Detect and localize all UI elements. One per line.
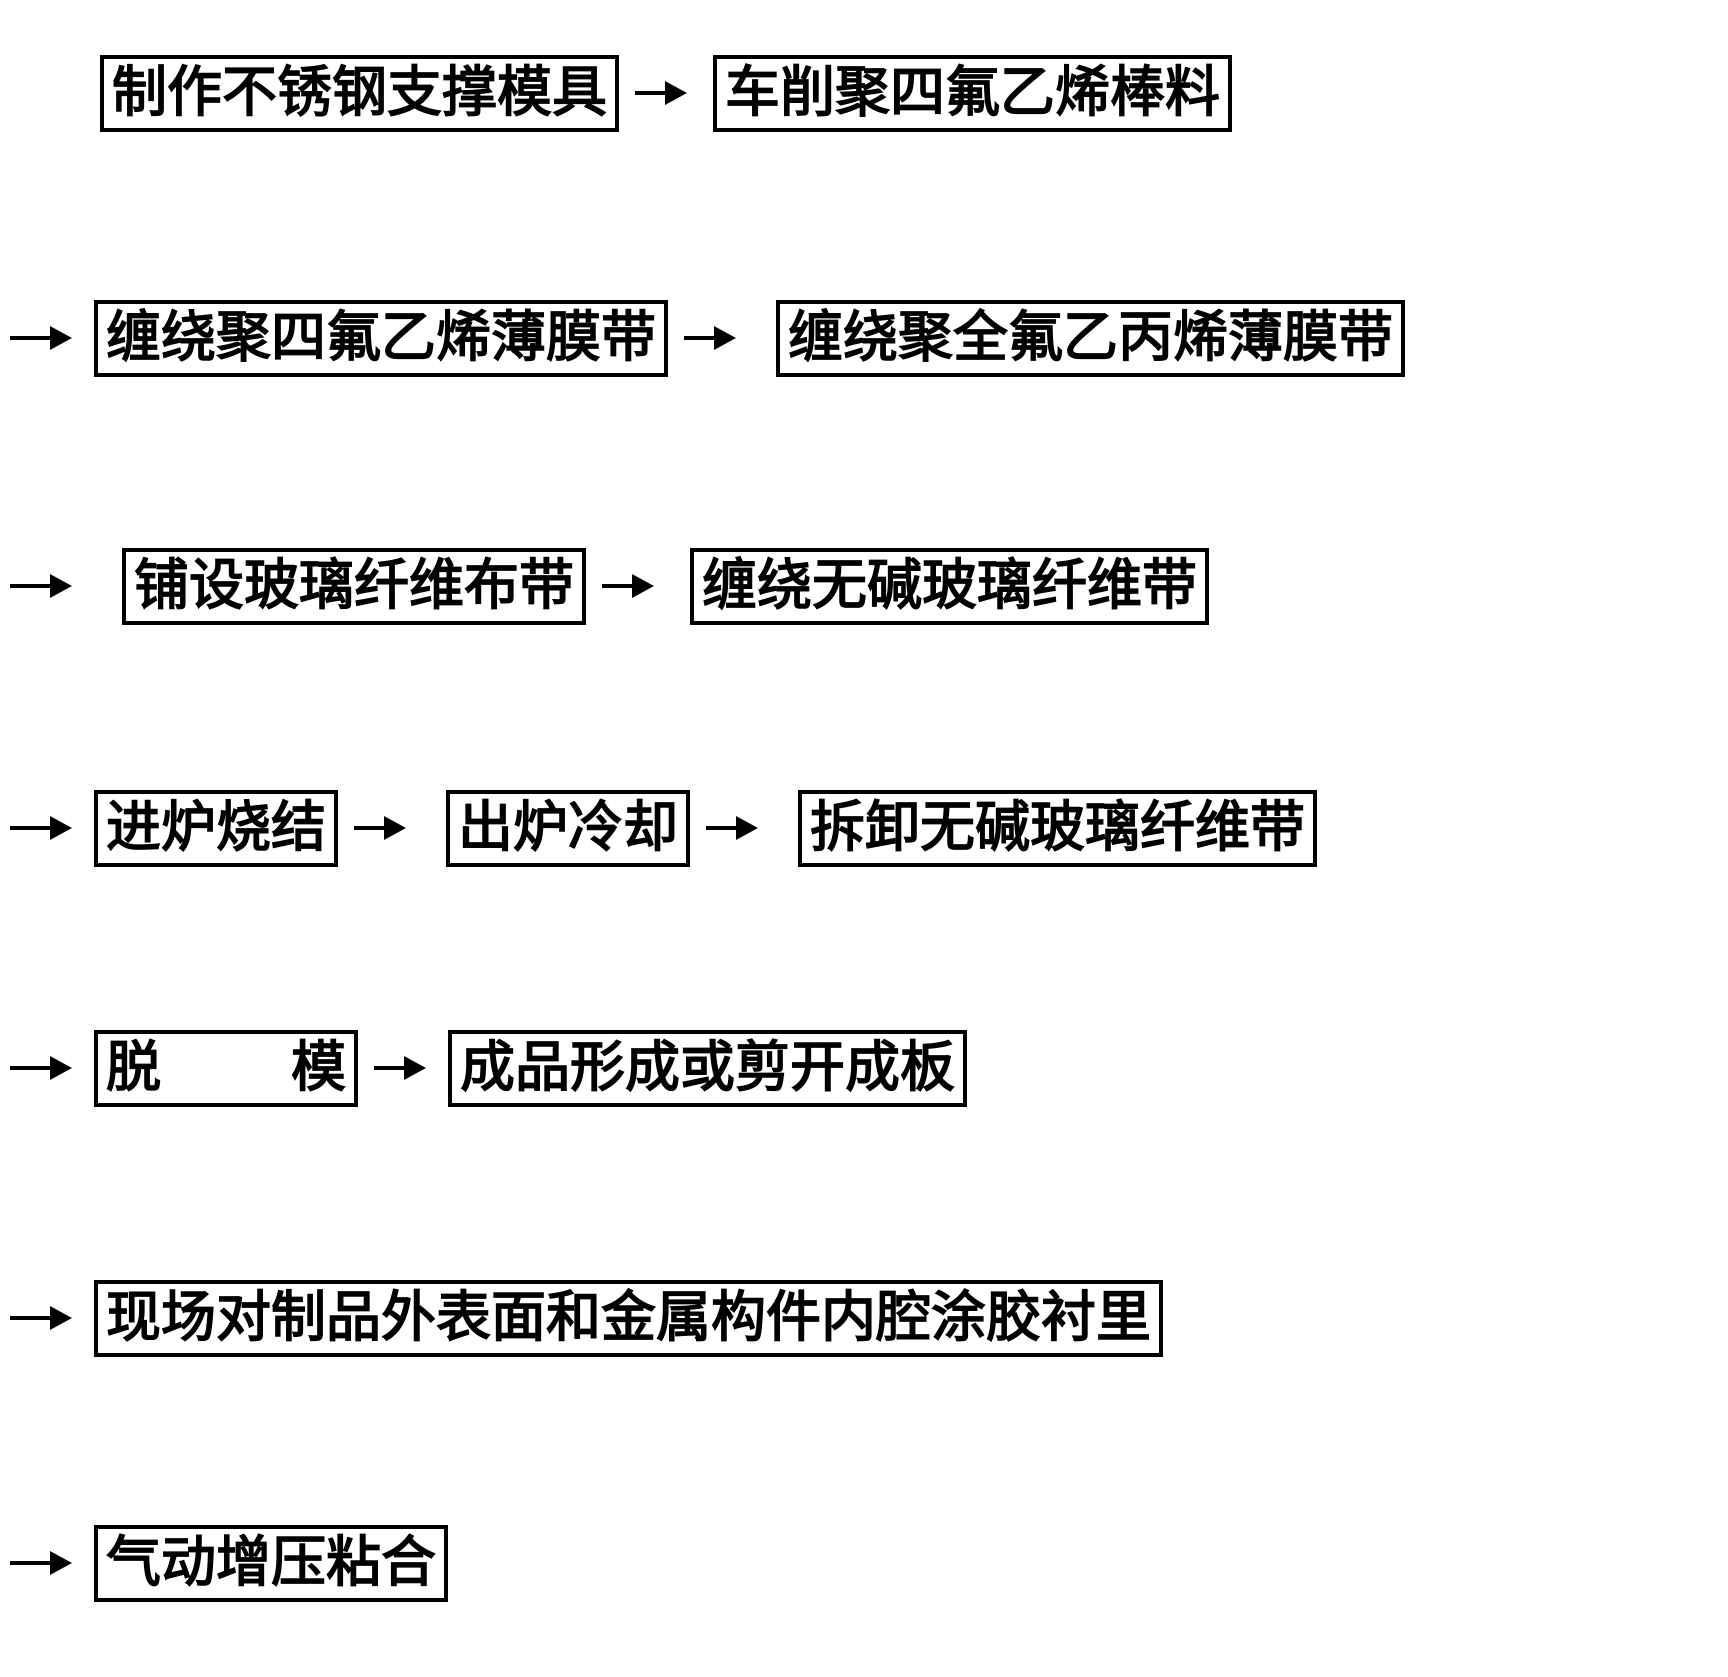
arrow-icon <box>635 81 687 105</box>
flow-row-2: 缠绕聚四氟乙烯薄膜带 缠绕聚全氟乙丙烯薄膜带 <box>10 300 1405 377</box>
arrow-icon <box>684 326 736 350</box>
step-box: 脱模 <box>94 1030 358 1107</box>
step-box: 缠绕聚四氟乙烯薄膜带 <box>94 300 668 377</box>
step-box: 出炉冷却 <box>446 790 690 867</box>
step-box: 缠绕无碱玻璃纤维带 <box>690 548 1209 625</box>
step-box: 气动增压粘合 <box>94 1525 448 1602</box>
flow-row-4: 进炉烧结 出炉冷却 拆卸无碱玻璃纤维带 <box>10 790 1317 867</box>
arrow-icon <box>602 574 654 598</box>
step-box: 制作不锈钢支撑模具 <box>100 55 619 132</box>
flow-row-3: 铺设玻璃纤维布带 缠绕无碱玻璃纤维带 <box>10 548 1209 625</box>
flow-row-6: 现场对制品外表面和金属构件内腔涂胶衬里 <box>10 1280 1163 1357</box>
arrow-icon <box>10 816 72 840</box>
arrow-icon <box>10 1056 72 1080</box>
arrow-icon <box>354 816 406 840</box>
step-box: 拆卸无碱玻璃纤维带 <box>798 790 1317 867</box>
arrow-icon <box>10 574 72 598</box>
arrow-icon <box>10 1551 72 1575</box>
step-text-part: 脱 <box>106 1037 161 1098</box>
arrow-icon <box>374 1056 426 1080</box>
step-box: 现场对制品外表面和金属构件内腔涂胶衬里 <box>94 1280 1163 1357</box>
arrow-icon <box>706 816 758 840</box>
step-text-part: 模 <box>291 1037 346 1098</box>
flow-row-1: 制作不锈钢支撑模具 车削聚四氟乙烯棒料 <box>100 55 1232 132</box>
step-box: 成品形成或剪开成板 <box>448 1030 967 1107</box>
step-box: 铺设玻璃纤维布带 <box>122 548 586 625</box>
step-box: 车削聚四氟乙烯棒料 <box>713 55 1232 132</box>
arrow-icon <box>10 326 72 350</box>
arrow-icon <box>10 1306 72 1330</box>
step-box: 进炉烧结 <box>94 790 338 867</box>
flow-row-7: 气动增压粘合 <box>10 1525 448 1602</box>
flow-row-5: 脱模 成品形成或剪开成板 <box>10 1030 967 1107</box>
step-box: 缠绕聚全氟乙丙烯薄膜带 <box>776 300 1405 377</box>
